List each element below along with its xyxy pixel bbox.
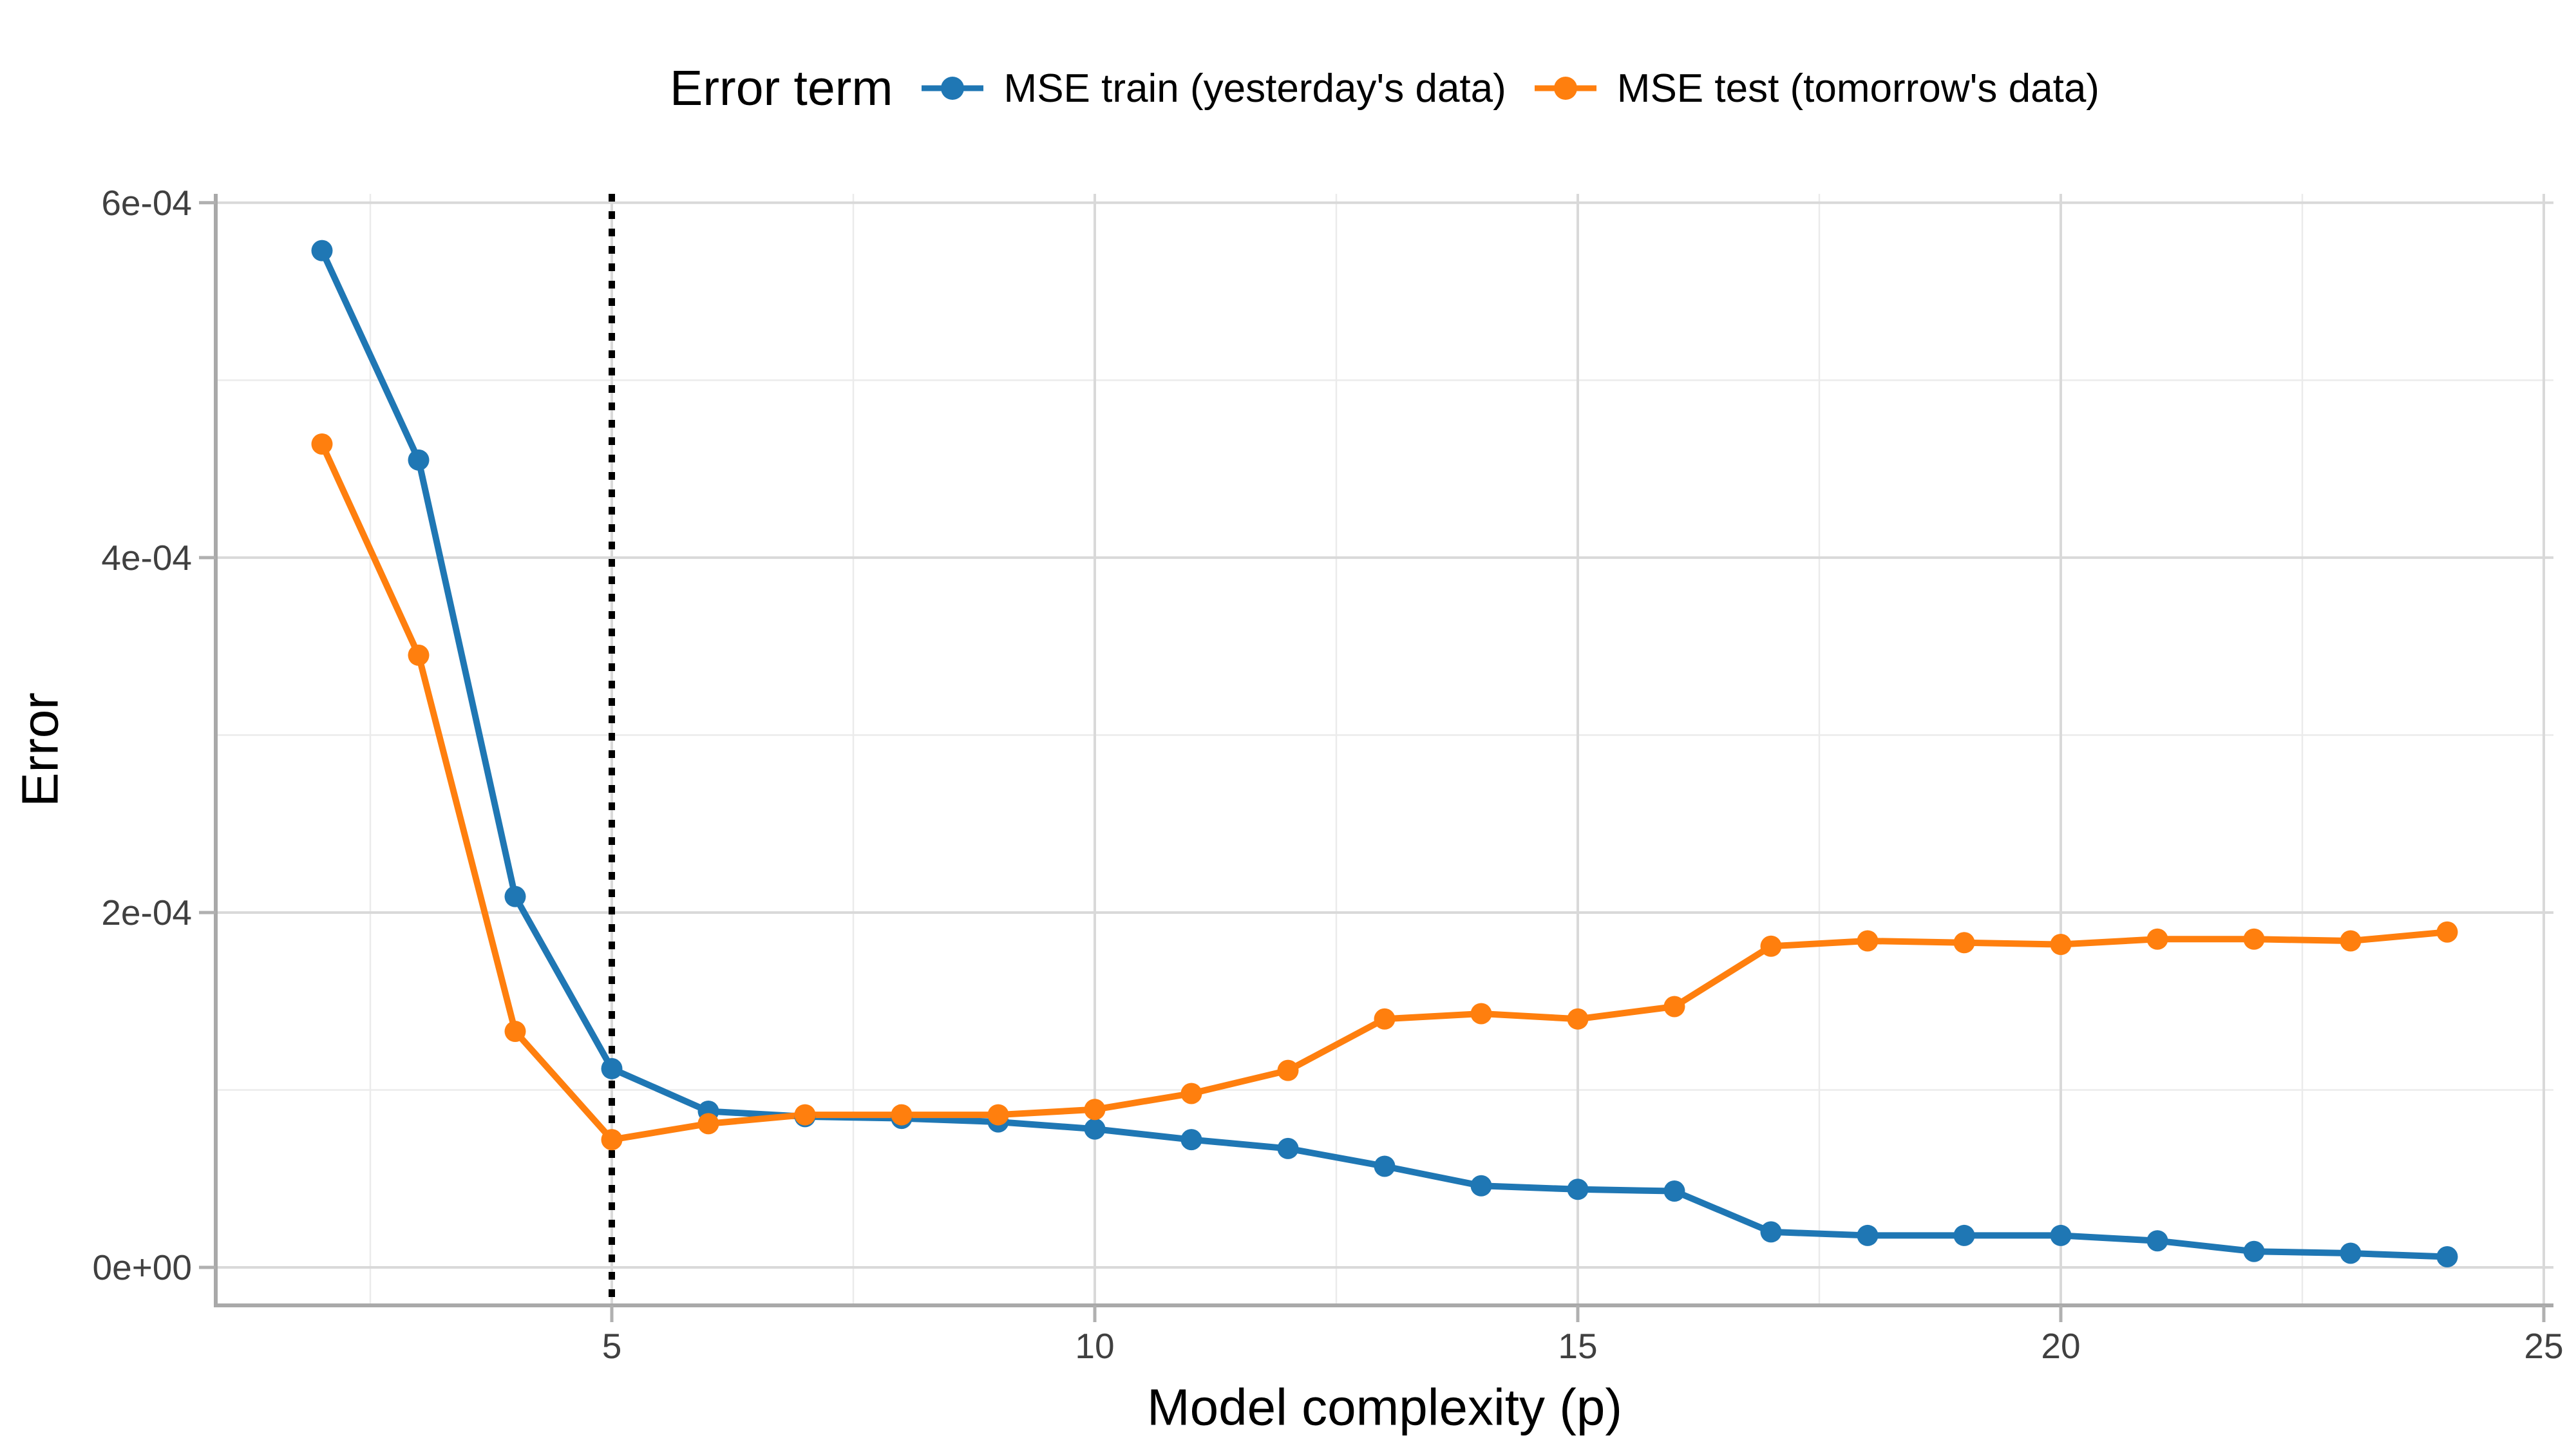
data-point-test-p4 — [504, 1021, 526, 1043]
data-point-train-p4 — [504, 886, 526, 907]
data-point-train-p21 — [2146, 1230, 2168, 1252]
data-point-test-p15 — [1567, 1008, 1589, 1030]
x-tick-label: 15 — [1558, 1326, 1597, 1366]
series-line-train — [319, 247, 2450, 1260]
axis-tick-labels: 5 10 15 20 25 0e+00 2e-04 4e-04 6e-04 — [93, 183, 2564, 1366]
y-tick-label: 0e+00 — [93, 1247, 192, 1287]
x-axis-title: Model complexity (p) — [1147, 1379, 1622, 1436]
data-point-test-p7 — [794, 1104, 816, 1126]
legend-label-test: MSE test (tomorrow's data) — [1616, 66, 2099, 111]
series-lines — [319, 247, 2450, 1260]
data-point-train-p16 — [1663, 1180, 1685, 1202]
data-point-train-p17 — [1760, 1221, 1782, 1243]
data-point-train-p2 — [311, 240, 333, 261]
data-point-test-p6 — [697, 1113, 719, 1135]
data-point-test-p8 — [891, 1104, 913, 1126]
data-point-train-p10 — [1084, 1118, 1106, 1140]
gridlines-major — [216, 194, 2553, 1305]
data-point-train-p13 — [1374, 1155, 1396, 1177]
data-point-test-p23 — [2340, 930, 2362, 952]
data-point-test-p11 — [1180, 1083, 1202, 1104]
x-tick-label: 25 — [2524, 1326, 2563, 1366]
data-point-test-p5 — [601, 1129, 623, 1151]
data-point-train-p5 — [601, 1057, 623, 1079]
data-point-train-p14 — [1470, 1175, 1492, 1197]
x-tick-label: 5 — [602, 1326, 622, 1366]
data-point-test-p19 — [1953, 932, 1975, 954]
series-points — [311, 240, 2458, 1268]
axis-ticks — [199, 201, 2546, 1322]
x-tick-label: 10 — [1075, 1326, 1114, 1366]
data-point-train-p18 — [1857, 1224, 1879, 1246]
data-point-test-p13 — [1374, 1008, 1396, 1030]
legend: Error term MSE train (yesterday's data) … — [216, 40, 2553, 137]
y-tick-label: 4e-04 — [101, 538, 192, 578]
data-point-test-p9 — [987, 1104, 1009, 1126]
data-point-test-p20 — [2050, 934, 2072, 956]
test-line-dot-icon — [1534, 77, 1596, 100]
data-point-test-p24 — [2436, 921, 2458, 943]
legend-title: Error term — [670, 60, 893, 116]
data-point-train-p23 — [2340, 1242, 2362, 1264]
axis-lines — [214, 194, 2553, 1307]
data-point-test-p16 — [1663, 996, 1685, 1018]
data-point-test-p18 — [1857, 930, 1879, 952]
train-line-dot-icon — [921, 77, 983, 100]
series-line-test — [319, 440, 2450, 1143]
y-tick-label: 2e-04 — [101, 893, 192, 933]
data-point-train-p11 — [1180, 1129, 1202, 1151]
data-point-train-p12 — [1277, 1137, 1299, 1159]
data-point-test-p22 — [2243, 928, 2265, 950]
data-point-test-p10 — [1084, 1099, 1106, 1121]
legend-item-test: MSE test (tomorrow's data) — [1533, 62, 2099, 114]
x-tick-label: 20 — [2041, 1326, 2080, 1366]
legend-label-train: MSE train (yesterday's data) — [1003, 66, 1506, 111]
y-axis-title: Error — [12, 692, 69, 807]
y-tick-label: 6e-04 — [101, 183, 192, 223]
data-point-train-p19 — [1953, 1224, 1975, 1246]
data-point-train-p24 — [2436, 1246, 2458, 1268]
data-point-train-p3 — [408, 449, 430, 471]
gridlines-minor — [216, 194, 2553, 1305]
data-point-test-p2 — [311, 433, 333, 455]
data-point-train-p15 — [1567, 1179, 1589, 1200]
data-point-test-p14 — [1470, 1003, 1492, 1025]
data-point-test-p3 — [408, 644, 430, 666]
data-point-train-p20 — [2050, 1224, 2072, 1246]
data-point-test-p21 — [2146, 928, 2168, 950]
data-point-test-p17 — [1760, 935, 1782, 957]
data-point-train-p22 — [2243, 1240, 2265, 1262]
data-point-test-p12 — [1277, 1059, 1299, 1081]
legend-item-train: MSE train (yesterday's data) — [920, 62, 1506, 114]
